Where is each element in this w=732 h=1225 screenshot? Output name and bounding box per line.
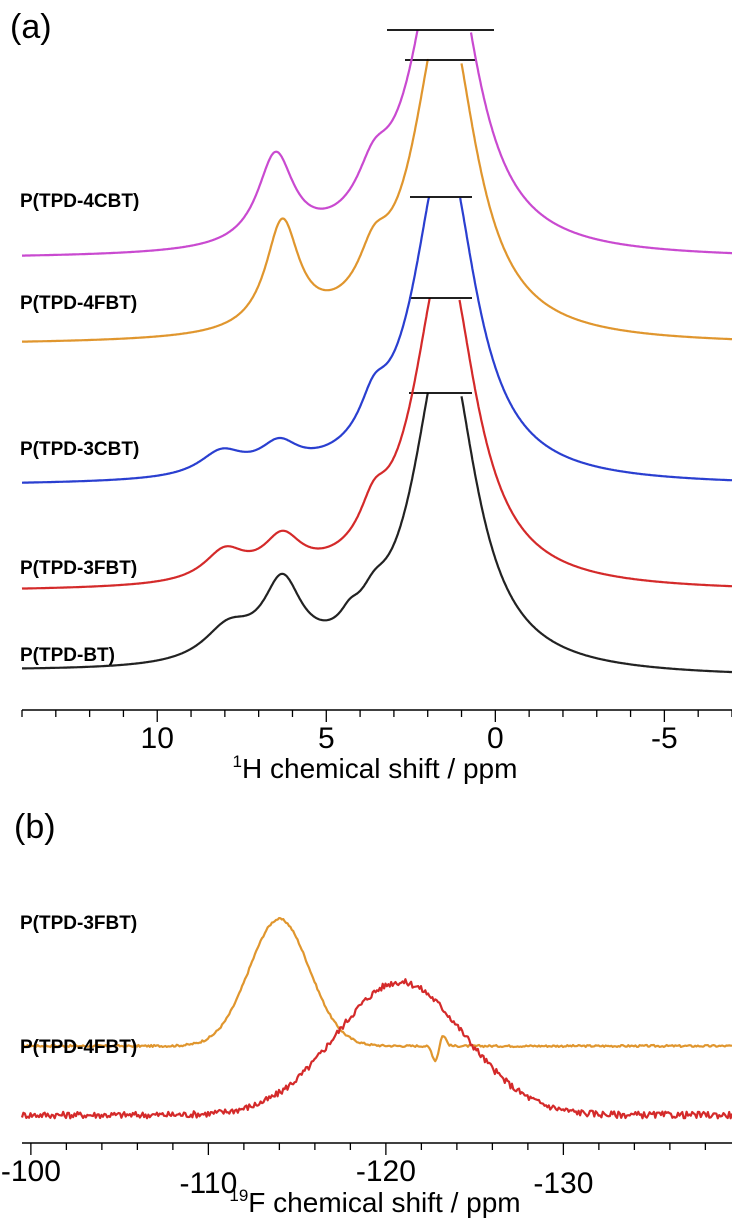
f-x-tick-label: -120: [356, 1155, 416, 1188]
f-series-label: P(TPD-3FBT): [20, 913, 137, 934]
panel-a-label: (a): [10, 8, 52, 46]
panel-b-chart: P(TPD-3FBT) P(TPD-4FBT): [20, 913, 732, 1120]
series-trace: [21, 392, 732, 674]
series-5-group: P(TPD-4CBT): [20, 29, 732, 257]
panel-a-x-axis: 10 5 0 -5: [21, 709, 732, 755]
panel-b-x-axis-title-sup: 19: [229, 1186, 248, 1205]
f-x-tick-label: -110: [179, 1167, 237, 1200]
series-trace: [21, 196, 732, 484]
panel-b-x-axis-title-text: F chemical shift / ppm: [248, 1187, 520, 1218]
f-series-label: P(TPD-4FBT): [20, 1037, 137, 1058]
series-trace: [21, 297, 732, 590]
f-series-2-group: P(TPD-4FBT): [20, 978, 732, 1120]
series-trace: [21, 29, 732, 257]
panel-a-x-axis-title-sup: 1: [233, 752, 242, 771]
series-label: P(TPD-3CBT): [20, 439, 139, 460]
series-label: P(TPD-BT): [20, 645, 115, 666]
series-3-group: P(TPD-3CBT): [20, 196, 732, 484]
x-tick-label: -5: [651, 722, 678, 755]
f-x-tick-label: -100: [1, 1155, 61, 1188]
x-tick-label: 5: [318, 722, 335, 755]
f-x-tick-label: -130: [533, 1167, 593, 1200]
series-trace: [21, 58, 732, 343]
series-label: P(TPD-3FBT): [20, 558, 137, 579]
panel-b-x-axis: -100 -110 -120 -130: [1, 1142, 732, 1200]
panel-b-x-axis-title: 19F chemical shift / ppm: [229, 1186, 520, 1218]
f-series-trace: [20, 978, 732, 1120]
panel-a-x-axis-title-text: H chemical shift / ppm: [242, 753, 517, 784]
panel-b-label: (b): [14, 808, 56, 846]
f-series-trace: [21, 917, 732, 1063]
panel-a-chart: P(TPD-BT) P(TPD-3FBT) P(TPD-3CBT) P(TPD-4FB…: [20, 29, 732, 674]
panel-a-x-axis-title: 1H chemical shift / ppm: [233, 752, 518, 784]
series-1-group: P(TPD-BT): [20, 392, 732, 674]
series-4-group: P(TPD-4FBT): [20, 58, 732, 343]
series-2-group: P(TPD-3FBT): [20, 297, 732, 590]
series-label: P(TPD-4FBT): [20, 293, 137, 314]
x-tick-label: 10: [141, 722, 174, 755]
f-series-1-group: P(TPD-3FBT): [20, 913, 732, 1063]
x-tick-label: 0: [487, 722, 504, 755]
series-label: P(TPD-4CBT): [20, 191, 139, 212]
